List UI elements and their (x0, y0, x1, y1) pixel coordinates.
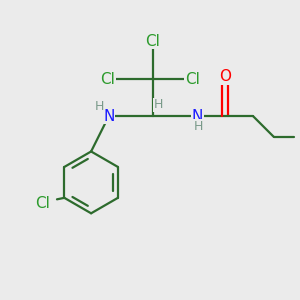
Text: Cl: Cl (100, 72, 115, 87)
Text: Cl: Cl (35, 196, 50, 211)
Text: Cl: Cl (146, 34, 160, 49)
Text: N: N (191, 109, 203, 124)
Text: H: H (154, 98, 163, 111)
Text: Cl: Cl (185, 72, 200, 87)
Text: H: H (95, 100, 104, 113)
Text: N: N (103, 109, 115, 124)
Text: O: O (219, 70, 231, 85)
Text: H: H (194, 120, 203, 133)
